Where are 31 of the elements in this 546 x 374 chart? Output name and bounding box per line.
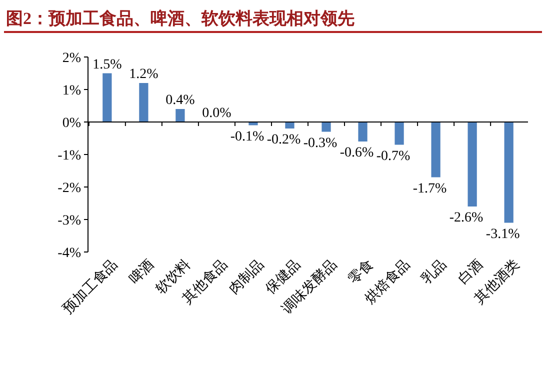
y-tick-label: -3%	[58, 213, 82, 228]
y-tick-label: -1%	[58, 148, 82, 164]
y-tick-label: 1%	[62, 83, 82, 98]
data-label: 1.2%	[129, 67, 159, 82]
y-tick-label: 2%	[62, 50, 82, 66]
bar	[504, 122, 514, 223]
data-label: -0.6%	[340, 146, 374, 160]
data-label: -3.1%	[486, 226, 520, 242]
bar	[176, 109, 185, 122]
bar	[322, 122, 331, 132]
bar	[468, 122, 477, 206]
data-label: -0.3%	[303, 136, 338, 151]
bar	[285, 122, 294, 128]
bar	[139, 83, 148, 122]
bar	[431, 122, 440, 178]
data-label: 1.5%	[92, 57, 122, 72]
data-label: -2.6%	[449, 210, 484, 226]
data-label: -0.1%	[230, 129, 264, 144]
y-tick-label: 0%	[62, 116, 82, 131]
data-label: -0.7%	[376, 148, 411, 164]
bar	[248, 122, 258, 126]
x-tick-label: 乳品	[418, 256, 450, 288]
data-label: 0.0%	[202, 106, 232, 121]
data-label: -1.7%	[412, 181, 448, 196]
bar	[102, 73, 112, 122]
data-label: 0.4%	[166, 93, 196, 108]
y-tick-label: -2%	[58, 180, 82, 196]
bar	[394, 122, 404, 145]
bar	[358, 122, 368, 142]
chart-title: 图2：预加工食品、啤酒、软饮料表现相对领先	[6, 9, 354, 28]
data-label: -0.2%	[266, 132, 301, 148]
